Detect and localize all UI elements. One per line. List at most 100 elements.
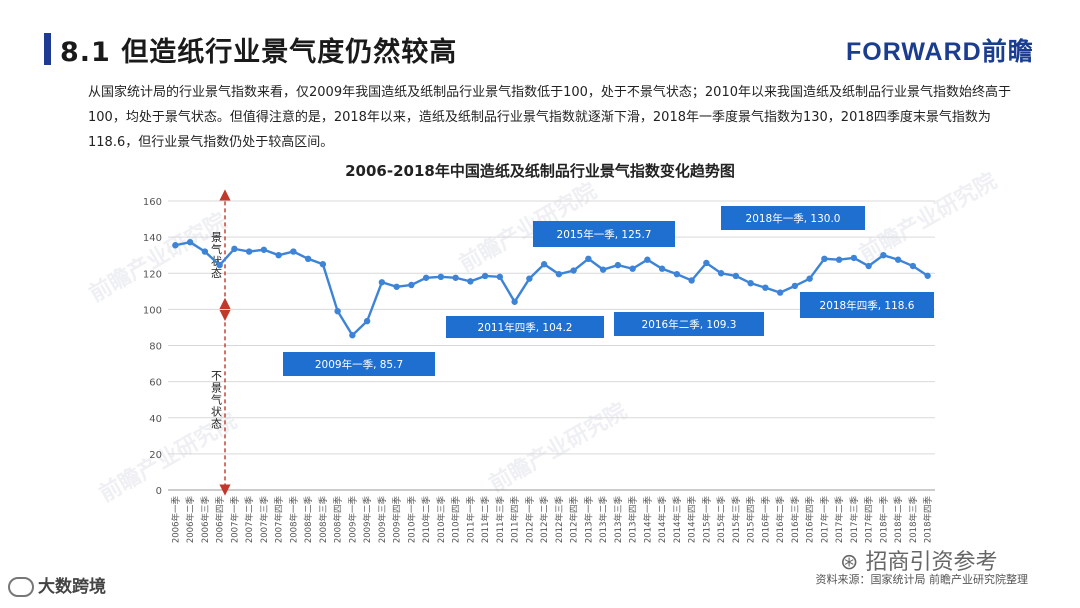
data-point	[260, 246, 268, 253]
data-point	[924, 272, 931, 279]
data-point	[526, 275, 533, 282]
data-point	[319, 261, 327, 268]
callout-label: 2018年一季, 130.0	[746, 212, 841, 225]
data-point	[673, 270, 681, 278]
x-tick-label: 2014年一季	[642, 496, 653, 544]
brand-logo: FORWARD前瞻	[846, 38, 1034, 66]
x-tick-label: 2007年一季	[229, 496, 240, 544]
zone-label: 不景气状态	[211, 370, 222, 431]
x-tick-label: 2017年一季	[819, 496, 830, 544]
data-point	[231, 245, 238, 253]
data-point	[496, 273, 504, 281]
watermark-right: ⊛ 招商引资参考	[840, 544, 997, 576]
data-point	[201, 248, 209, 255]
data-point	[909, 262, 917, 270]
intro-paragraph: 从国家统计局的行业景气指数来看，仅2009年我国造纸及纸制品行业景气指数低于10…	[88, 85, 1011, 150]
data-point	[806, 275, 813, 282]
x-tick-label: 2016年一季	[760, 496, 771, 544]
watermark-left: 大数跨境	[8, 572, 106, 597]
callout-box	[721, 206, 865, 230]
data-point	[599, 266, 607, 273]
zone-label: 景气状态	[211, 231, 222, 280]
data-point	[658, 265, 666, 272]
x-tick-label: 2014年二季	[657, 496, 668, 544]
data-point	[275, 251, 282, 259]
callout-box	[533, 221, 675, 247]
x-tick-label: 2012年二季	[539, 496, 550, 544]
data-point	[747, 279, 754, 287]
y-tick-label: 60	[149, 378, 162, 389]
callout-label: 2009年一季, 85.7	[315, 358, 403, 371]
x-tick-label: 2013年二季	[598, 496, 609, 544]
x-tick-label: 2016年二季	[775, 496, 786, 544]
x-tick-label: 2009年四季	[392, 496, 403, 544]
x-tick-label: 2013年一季	[583, 496, 594, 544]
x-tick-label: 2009年一季	[347, 496, 358, 544]
data-point	[216, 261, 223, 269]
x-tick-label: 2017年二季	[834, 496, 845, 544]
x-tick-label: 2007年三季	[259, 496, 270, 544]
x-tick-label: 2008年一季	[288, 496, 299, 544]
data-point	[614, 261, 622, 269]
x-tick-label: 2009年三季	[377, 496, 388, 544]
x-tick-label: 2016年四季	[805, 496, 816, 544]
x-tick-label: 2018年四季	[923, 496, 934, 544]
x-tick-label: 2018年二季	[893, 496, 904, 544]
x-tick-label: 2010年三季	[436, 496, 447, 544]
wechat-icon: ⊛	[840, 550, 859, 575]
data-point	[437, 273, 445, 281]
y-tick-label: 20	[149, 450, 162, 461]
watermark-logo-icon	[8, 577, 34, 597]
data-point	[467, 278, 474, 285]
x-tick-label: 2016年三季	[790, 496, 801, 544]
data-point	[629, 265, 636, 272]
y-tick-label: 0	[156, 486, 162, 497]
callout-label: 2015年一季, 125.7	[557, 228, 652, 241]
title-accent-bar	[44, 33, 51, 65]
data-point	[540, 261, 548, 268]
data-point	[304, 255, 312, 262]
callout-label: 2016年二季, 109.3	[642, 318, 737, 331]
data-point	[821, 255, 828, 262]
x-tick-label: 2014年四季	[687, 496, 698, 544]
x-tick-label: 2017年三季	[849, 496, 860, 544]
watermark-right-text: 招商引资参考	[865, 550, 998, 575]
callout-box	[614, 312, 764, 336]
data-point	[894, 256, 902, 263]
data-point	[732, 272, 740, 280]
x-tick-label: 2011年四季	[510, 496, 521, 544]
y-tick-label: 160	[143, 197, 162, 208]
x-tick-label: 2007年二季	[244, 496, 255, 544]
data-point	[408, 281, 415, 289]
chart-title: 2006-2018年中国造纸及纸制品行业景气指数变化趋势图	[345, 162, 735, 180]
x-tick-label: 2012年三季	[554, 496, 565, 544]
x-tick-label: 2006年一季	[170, 496, 181, 544]
x-tick-label: 2015年四季	[746, 496, 757, 544]
data-point	[186, 238, 194, 246]
x-tick-label: 2006年四季	[215, 496, 226, 544]
x-tick-label: 2012年四季	[569, 496, 580, 544]
x-tick-label: 2009年二季	[362, 496, 373, 544]
x-tick-label: 2015年三季	[731, 496, 742, 544]
x-tick-label: 2006年三季	[200, 496, 211, 544]
x-tick-label: 2008年四季	[333, 496, 344, 544]
callout-box	[446, 316, 604, 338]
data-point	[511, 298, 518, 305]
data-point	[363, 317, 371, 325]
page-title: 8.1 但造纸行业景气度仍然较高	[60, 37, 458, 68]
x-tick-label: 2012年一季	[524, 496, 535, 544]
y-tick-label: 100	[143, 305, 162, 316]
x-tick-label: 2015年一季	[701, 496, 712, 544]
callout-box	[800, 292, 934, 318]
x-tick-label: 2010年四季	[451, 496, 462, 544]
callout-box	[283, 352, 435, 376]
data-point	[555, 270, 563, 278]
data-point	[349, 332, 356, 339]
data-point	[835, 256, 843, 263]
x-tick-label: 2007年四季	[274, 496, 285, 544]
x-tick-label: 2013年四季	[628, 496, 639, 544]
x-tick-label: 2008年二季	[303, 496, 314, 544]
y-tick-label: 80	[149, 342, 162, 353]
x-tick-label: 2013年三季	[613, 496, 624, 544]
